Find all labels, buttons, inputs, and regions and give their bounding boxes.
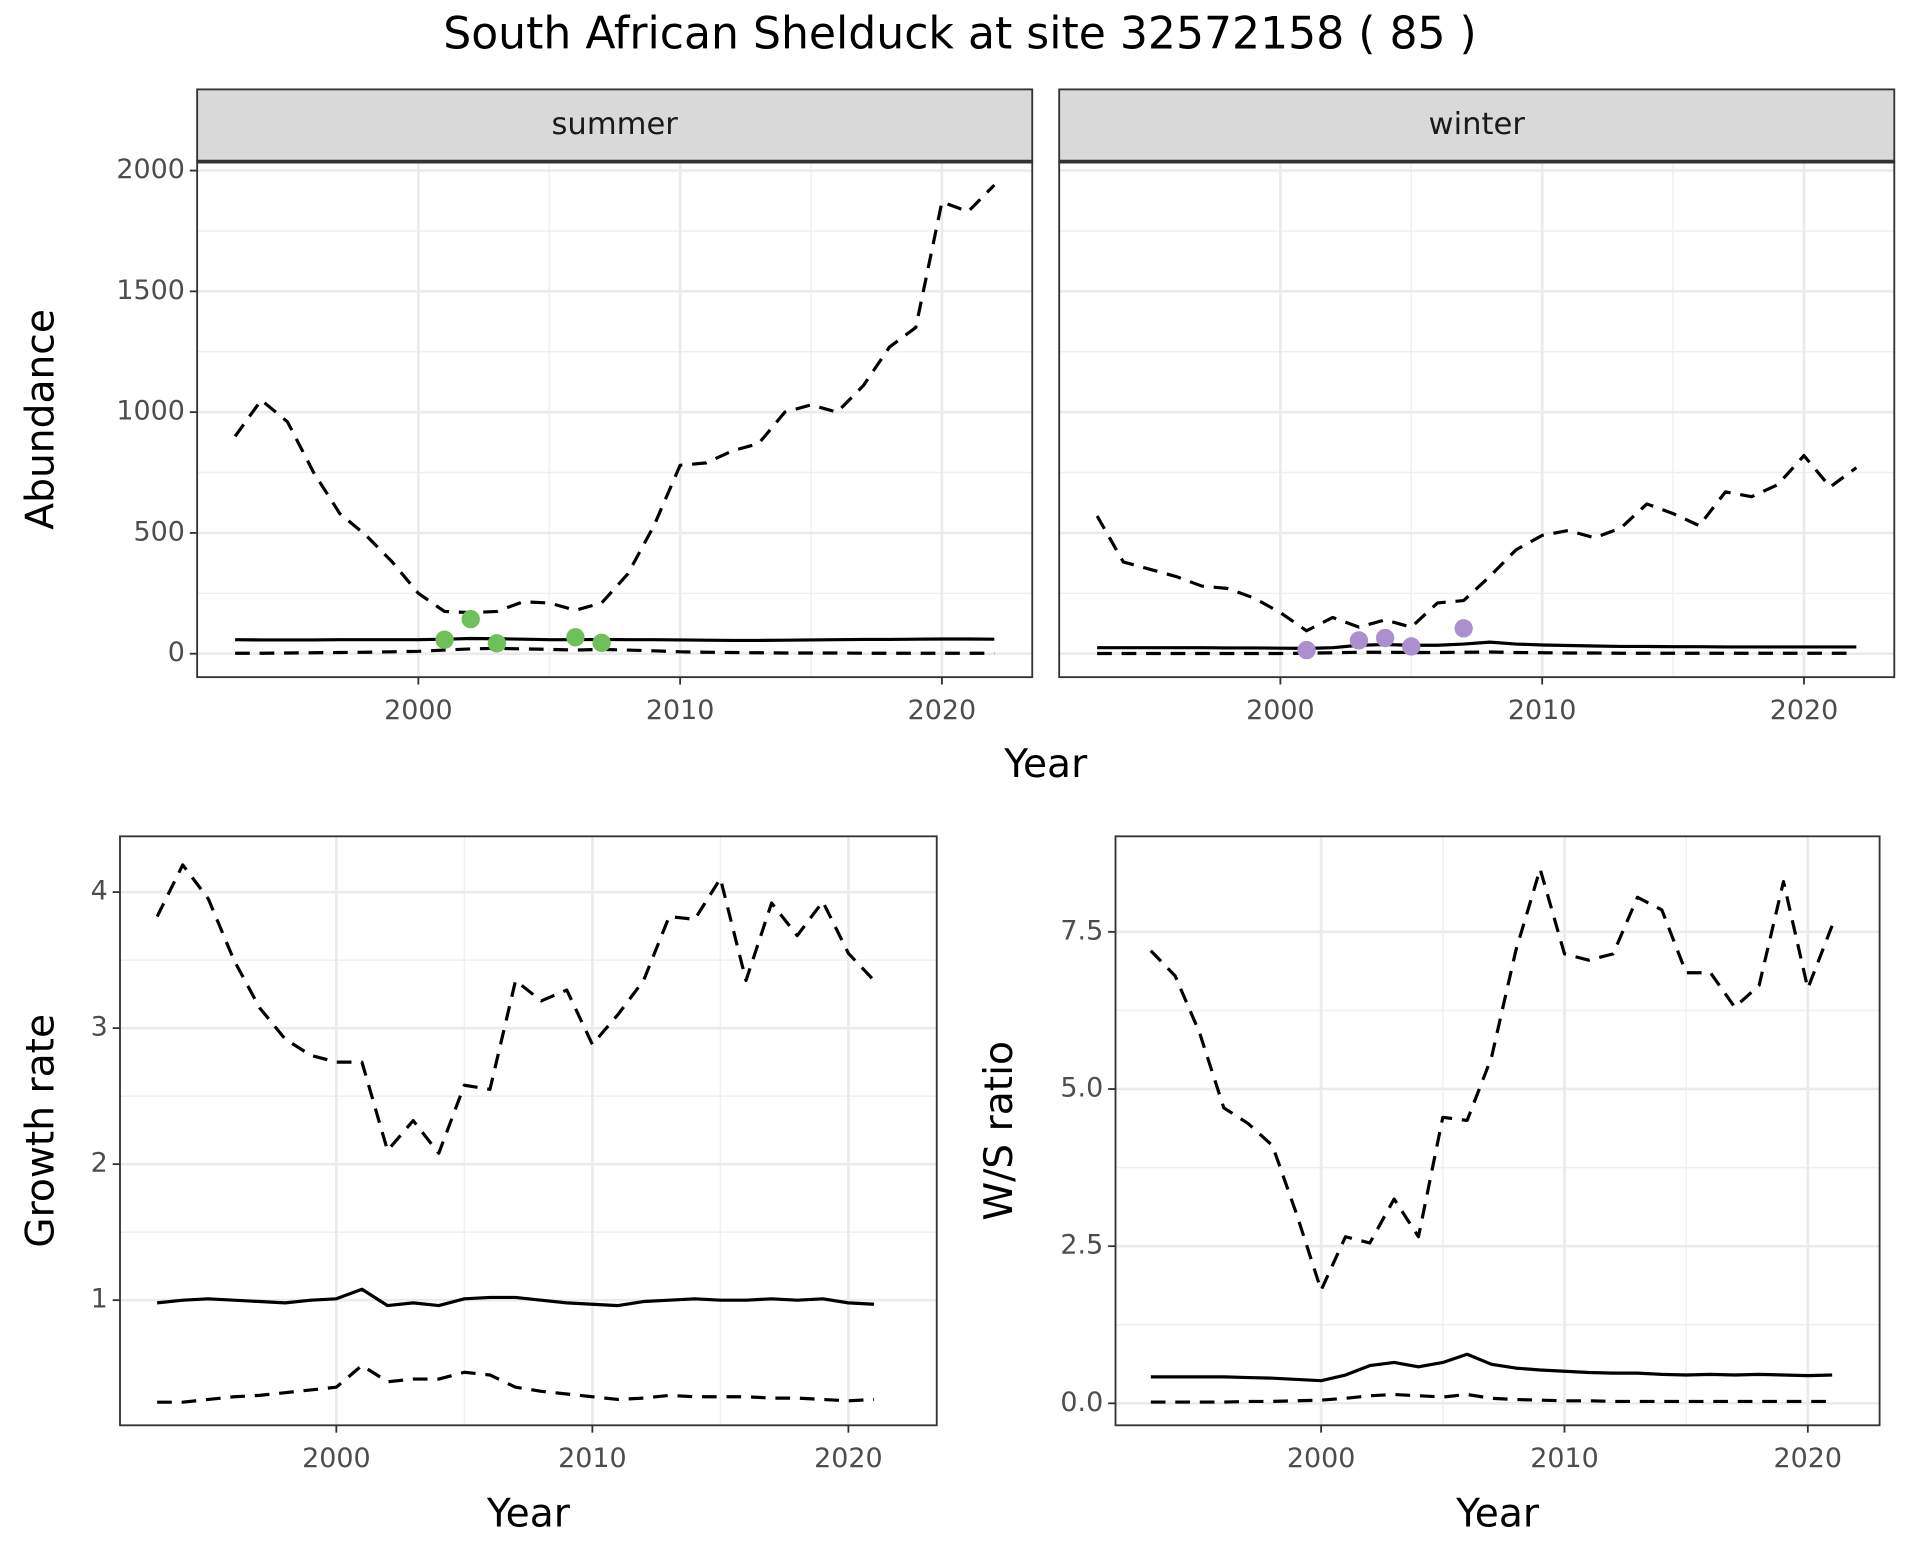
line-series bbox=[1150, 1392, 1833, 1404]
data-point bbox=[1375, 628, 1395, 648]
y-tick-label: 2.5 bbox=[1060, 1230, 1103, 1261]
x-tick-label: 2000 bbox=[384, 695, 453, 726]
y-tick-label: 1 bbox=[91, 1284, 108, 1315]
data-point bbox=[566, 628, 585, 647]
data-point bbox=[1297, 640, 1316, 660]
y-tick-label: 1500 bbox=[116, 275, 185, 306]
x-tick-label: 2000 bbox=[1246, 695, 1315, 726]
y-tick-label: 4 bbox=[91, 876, 108, 907]
line-series bbox=[1149, 867, 1834, 1292]
line-series bbox=[155, 863, 876, 1155]
panel: 0.0 2.5 5.0 7.5 2000 2010 2020 W/S ratio Year bbox=[977, 835, 1881, 1536]
data-point bbox=[1454, 619, 1473, 638]
panel: 2000 2010 2020 winter bbox=[1058, 88, 1896, 726]
x-axis-title: Year bbox=[486, 1491, 571, 1536]
figure-title: South African Shelduck at site 32572158 … bbox=[443, 9, 1477, 60]
x-tick-label: 2020 bbox=[908, 695, 977, 726]
data-point bbox=[461, 609, 480, 629]
y-tick-label: 7.5 bbox=[1060, 915, 1103, 946]
line-series bbox=[235, 646, 995, 655]
line-series bbox=[233, 183, 996, 615]
x-tick-label: 2010 bbox=[1508, 695, 1577, 726]
data-point bbox=[435, 630, 454, 649]
y-axis-title: W/S ratio bbox=[977, 1041, 1022, 1221]
line-series bbox=[1097, 650, 1857, 656]
panel-background bbox=[1115, 836, 1880, 1426]
y-tick-label: 2000 bbox=[116, 154, 185, 185]
plot-area bbox=[233, 183, 996, 655]
x-axis-title: Year bbox=[1455, 1491, 1540, 1536]
x-tick-label: 2020 bbox=[1774, 1443, 1843, 1474]
x-tick-label: 2010 bbox=[1530, 1443, 1599, 1474]
line-series bbox=[1095, 454, 1858, 633]
line-series bbox=[157, 1363, 875, 1404]
y-tick-label: 0.0 bbox=[1060, 1387, 1103, 1418]
panel-background bbox=[1059, 161, 1895, 678]
data-point bbox=[1349, 631, 1369, 650]
x-tick-label: 2000 bbox=[1287, 1443, 1356, 1474]
line-series bbox=[1097, 640, 1857, 650]
y-tick-label: 5.0 bbox=[1060, 1073, 1103, 1104]
y-tick-label: 2 bbox=[91, 1148, 108, 1179]
plot-area bbox=[1149, 867, 1834, 1404]
panel-border bbox=[119, 835, 938, 1427]
facet-label: winter bbox=[1429, 107, 1526, 142]
x-tick-label: 2020 bbox=[1770, 695, 1839, 726]
panel: 1 2 3 4 2000 2010 2020 Growth rate Year bbox=[18, 835, 938, 1536]
x-axis-title: Year bbox=[1003, 742, 1088, 787]
facet-label: summer bbox=[551, 107, 678, 142]
line-series bbox=[235, 636, 995, 643]
y-axis-title: Growth rate bbox=[18, 1014, 63, 1248]
panel-border bbox=[1114, 835, 1881, 1427]
plot-area bbox=[155, 863, 876, 1404]
y-tick-label: 1000 bbox=[116, 396, 185, 427]
panel-background bbox=[120, 836, 937, 1426]
y-tick-label: 500 bbox=[134, 516, 185, 547]
y-tick-label: 0 bbox=[168, 637, 185, 668]
data-point bbox=[1402, 637, 1421, 656]
data-point bbox=[487, 634, 507, 653]
panel-background bbox=[197, 161, 1033, 678]
x-tick-label: 2010 bbox=[558, 1443, 627, 1474]
plot-area bbox=[1095, 454, 1858, 660]
x-tick-label: 2010 bbox=[646, 695, 715, 726]
facet-strip bbox=[1058, 88, 1896, 163]
y-axis-title: Abundance bbox=[18, 309, 63, 530]
line-series bbox=[1150, 1352, 1833, 1383]
panel: 0 500 1000 1500 2000 2000 2010 2020 summer Abunda… bbox=[18, 88, 1088, 787]
facet-strip bbox=[196, 88, 1034, 163]
line-series bbox=[156, 1287, 875, 1308]
x-tick-label: 2000 bbox=[302, 1443, 371, 1474]
data-point bbox=[592, 633, 611, 653]
y-tick-label: 3 bbox=[91, 1012, 108, 1043]
x-tick-label: 2020 bbox=[814, 1443, 883, 1474]
